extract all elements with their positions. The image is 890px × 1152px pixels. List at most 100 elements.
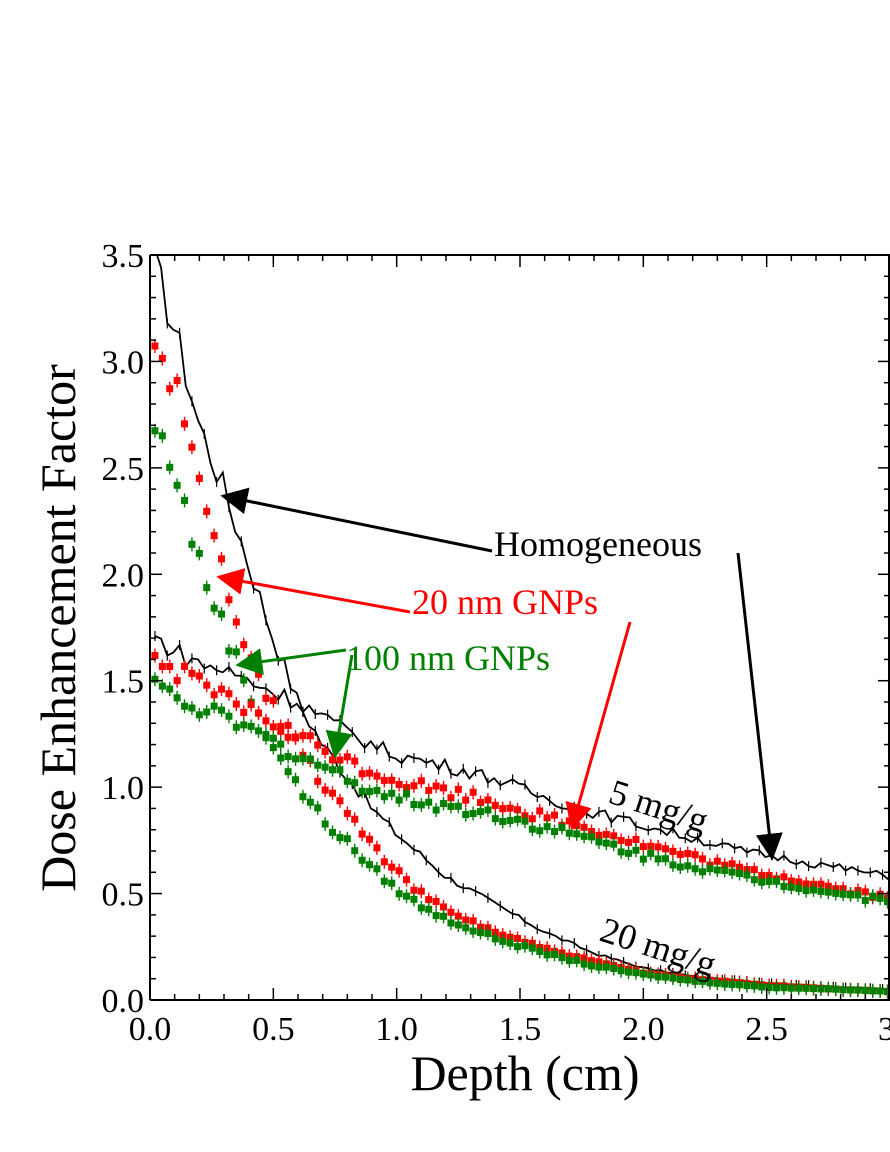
data-point — [210, 702, 218, 710]
x-tick-label: 2.0 — [622, 1011, 665, 1048]
gnp100-arrow-left — [235, 648, 347, 676]
data-point — [166, 685, 174, 693]
data-point — [321, 820, 329, 828]
data-point — [462, 924, 470, 932]
data-point — [869, 892, 877, 900]
data-point — [306, 798, 314, 806]
data-point — [654, 973, 662, 981]
data-point — [469, 788, 477, 796]
x-tick-label: 3 — [878, 1011, 890, 1048]
data-point — [528, 944, 536, 952]
data-point — [329, 789, 337, 797]
data-point — [484, 796, 492, 804]
data-point — [884, 898, 890, 906]
data-point — [262, 734, 270, 742]
data-point — [839, 890, 847, 898]
data-point — [884, 988, 890, 996]
data-point — [314, 804, 322, 812]
data-point — [232, 723, 240, 731]
data-point — [662, 855, 670, 863]
data-point — [787, 883, 795, 891]
data-point — [255, 709, 263, 717]
data-point — [336, 756, 344, 764]
data-point — [773, 984, 781, 992]
data-point — [388, 776, 396, 784]
data-point — [750, 876, 758, 884]
data-point — [876, 987, 884, 995]
data-point — [514, 815, 522, 823]
data-point — [787, 984, 795, 992]
data-point — [551, 811, 559, 819]
data-point — [454, 802, 462, 810]
data-point — [780, 984, 788, 992]
data-point — [410, 895, 418, 903]
data-point — [469, 809, 477, 817]
data-point — [299, 793, 307, 801]
data-point — [521, 817, 529, 825]
data-point — [388, 789, 396, 797]
data-point — [847, 986, 855, 994]
data-point — [388, 879, 396, 887]
data-point — [210, 604, 218, 612]
data-point — [669, 861, 677, 869]
data-point — [506, 804, 514, 812]
data-point — [218, 685, 226, 693]
data-point — [824, 888, 832, 896]
data-point — [218, 706, 226, 714]
data-point — [173, 377, 181, 385]
data-point — [647, 842, 655, 850]
data-point — [625, 849, 633, 857]
data-point — [358, 830, 366, 838]
data-point — [854, 986, 862, 994]
data-point — [380, 877, 388, 885]
data-point — [699, 868, 707, 876]
data-point — [802, 887, 810, 895]
data-point — [203, 708, 211, 716]
data-point — [343, 753, 351, 761]
data-point — [292, 755, 300, 763]
data-point — [432, 897, 440, 905]
data-point — [669, 974, 677, 982]
data-point — [306, 755, 314, 763]
data-point — [225, 690, 233, 698]
homogeneous-arrow-left — [220, 487, 493, 553]
data-point — [269, 697, 277, 705]
data-point — [373, 865, 381, 873]
data-point — [158, 354, 166, 362]
data-point — [395, 796, 403, 804]
data-point — [425, 896, 433, 904]
data-point — [240, 676, 248, 684]
data-point — [373, 786, 381, 794]
data-point — [780, 882, 788, 890]
data-point — [269, 734, 277, 742]
data-point — [151, 342, 159, 350]
data-point — [876, 894, 884, 902]
data-point — [240, 641, 248, 649]
data-point — [358, 787, 366, 795]
x-tick-label: 0.0 — [129, 1011, 172, 1048]
data-point — [321, 747, 329, 755]
data-point — [580, 960, 588, 968]
data-point — [440, 903, 448, 911]
data-point — [743, 982, 751, 990]
x-tick-label: 0.5 — [252, 1011, 295, 1048]
data-point — [491, 815, 499, 823]
annotation-arrows — [216, 487, 783, 861]
data-point — [203, 681, 211, 689]
data-point — [225, 596, 233, 604]
data-point — [699, 855, 707, 863]
data-point — [195, 672, 203, 680]
data-point — [499, 818, 507, 826]
data-point — [336, 766, 344, 774]
data-point — [425, 798, 433, 806]
data-point — [536, 827, 544, 835]
y-axis-title: Dose Enhancement Factor — [30, 364, 86, 892]
y-tick-label: 1.5 — [102, 664, 145, 701]
data-point — [551, 950, 559, 958]
data-point — [440, 784, 448, 792]
data-point — [795, 884, 803, 892]
data-point — [432, 912, 440, 920]
data-point — [765, 877, 773, 885]
data-point — [210, 691, 218, 699]
